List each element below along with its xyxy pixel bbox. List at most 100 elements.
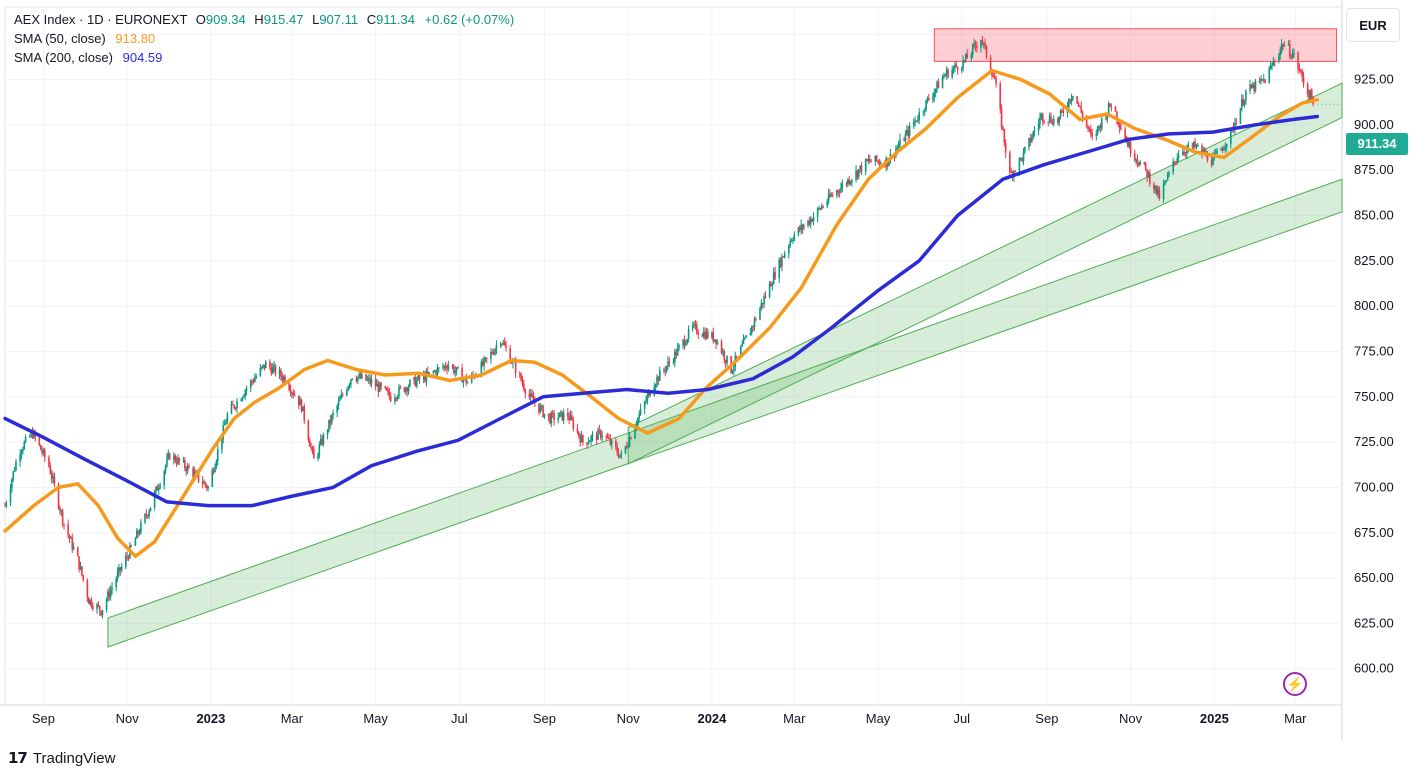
candle-body — [1022, 151, 1025, 161]
candle-body — [308, 440, 311, 447]
candle-body — [203, 482, 205, 484]
currency-button[interactable]: EUR — [1346, 8, 1400, 42]
candle-body — [1300, 70, 1302, 72]
x-tick-label: Nov — [116, 711, 140, 726]
low-value: 907.11 — [319, 12, 359, 27]
x-tick-label: May — [866, 711, 891, 726]
candle-body — [1106, 113, 1109, 119]
candle-body — [904, 133, 907, 142]
candle-body — [120, 566, 123, 571]
candle-body — [12, 471, 15, 480]
candle-body — [829, 193, 831, 197]
candle-body — [587, 442, 590, 445]
candle-body — [510, 362, 513, 364]
candle-body — [598, 429, 601, 431]
candle-body — [1172, 161, 1174, 173]
candle-body — [348, 384, 351, 387]
candle-body — [1176, 157, 1179, 162]
candle-body — [579, 436, 581, 443]
candle-body — [509, 348, 511, 363]
candle-body — [1220, 148, 1223, 151]
tradingview-brand[interactable]: 𝟭𝟳 TradingView — [8, 749, 115, 768]
candle-body — [647, 391, 650, 396]
candle-body — [396, 396, 399, 399]
candle-body — [985, 45, 988, 58]
candle-body — [145, 514, 148, 516]
candle-body — [233, 405, 236, 408]
candle-body — [851, 179, 853, 182]
candle-body — [518, 373, 521, 375]
candle-body — [59, 507, 61, 511]
candle-body — [616, 447, 619, 454]
legend-row-sma50[interactable]: SMA (50, close) 913.80 — [14, 29, 514, 48]
candle-body — [22, 449, 24, 452]
candle-body — [922, 111, 925, 113]
candle-body — [976, 46, 978, 48]
candle-body — [188, 465, 190, 469]
candle-body — [1037, 123, 1040, 131]
candle-body — [347, 386, 349, 391]
candle-body — [424, 374, 426, 382]
candle-body — [1043, 121, 1045, 123]
candle-body — [1133, 153, 1136, 160]
candle-body — [617, 453, 620, 458]
candle-body — [1177, 155, 1180, 158]
candle-body — [1212, 157, 1214, 166]
candle-body — [858, 169, 860, 177]
candle-body — [61, 510, 64, 524]
candle-body — [20, 451, 23, 455]
candle-body — [282, 376, 285, 381]
candle-body — [168, 453, 171, 460]
candle-body — [225, 422, 227, 425]
legend-row-sma200[interactable]: SMA (200, close) 904.59 — [14, 48, 514, 67]
candle-body — [793, 234, 796, 241]
candle-body — [262, 364, 264, 367]
candle-body — [1309, 90, 1312, 99]
candle-body — [558, 412, 561, 418]
candle-body — [1087, 125, 1089, 129]
candle-body — [606, 436, 609, 439]
close-label: C — [366, 12, 377, 27]
candle-body — [772, 272, 775, 285]
candle-body — [184, 460, 186, 468]
candle-body — [801, 224, 804, 229]
candle-body — [992, 75, 995, 77]
candle-body — [1136, 159, 1139, 163]
candle-body — [175, 461, 178, 464]
candle-body — [668, 361, 671, 363]
candle-body — [569, 415, 572, 420]
candle-body — [318, 444, 321, 455]
candle-body — [33, 431, 35, 438]
candle-body — [457, 367, 459, 369]
candle-body — [705, 331, 708, 339]
candle-body — [686, 339, 689, 344]
candle-body — [4, 505, 6, 507]
candle-body — [952, 67, 955, 70]
candle-body — [230, 404, 233, 414]
candle-body — [443, 365, 446, 368]
candle-body — [310, 446, 312, 448]
x-tick-label: Mar — [281, 711, 304, 726]
candle-body — [433, 371, 436, 373]
open-value: 909.34 — [205, 12, 246, 27]
candle-body — [1279, 49, 1282, 56]
candle-body — [848, 179, 851, 184]
candle-body — [1272, 61, 1275, 66]
candle-body — [1014, 170, 1017, 172]
candle-body — [1308, 94, 1310, 99]
candle-body — [1165, 180, 1168, 182]
candle-body — [1186, 148, 1188, 154]
candle-body — [752, 326, 754, 328]
candle-body — [107, 591, 109, 600]
candle-body — [340, 394, 343, 399]
candle-body — [1061, 110, 1063, 112]
candle-body — [149, 507, 152, 512]
candle-body — [726, 356, 728, 363]
lightning-icon[interactable]: ⚡ — [1283, 672, 1307, 696]
symbol-title: AEX Index · 1D · EURONEXT — [14, 12, 188, 27]
candle-body — [413, 377, 415, 381]
candle-body — [1202, 150, 1205, 154]
candle-body — [755, 318, 757, 320]
candle-body — [89, 599, 91, 604]
